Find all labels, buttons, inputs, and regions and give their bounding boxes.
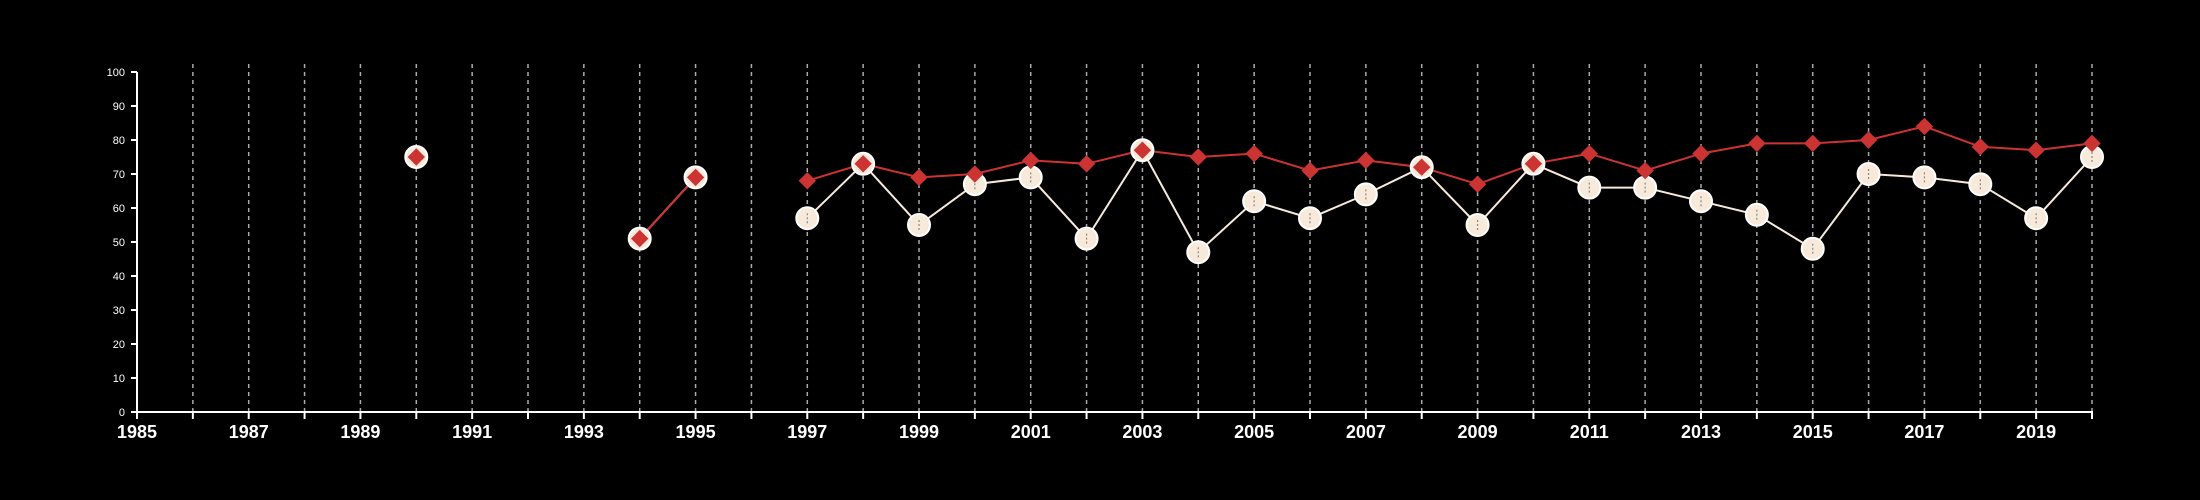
x-tick-label: 1985 bbox=[117, 422, 157, 442]
y-tick-label: 40 bbox=[113, 271, 125, 283]
x-tick-label: 2001 bbox=[1011, 422, 1051, 442]
x-tick-label: 1993 bbox=[564, 422, 604, 442]
y-tick-label: 0 bbox=[119, 407, 125, 419]
series-1-point-2001 bbox=[1022, 151, 1040, 170]
series-1-point-1994 bbox=[631, 229, 649, 248]
series-1-point-2012 bbox=[1636, 161, 1654, 180]
x-tick-label: 2003 bbox=[1122, 422, 1162, 442]
y-tick-label: 60 bbox=[113, 203, 125, 215]
series-1-point-1998 bbox=[854, 155, 872, 173]
series-layer bbox=[404, 117, 2104, 265]
series-1-point-2013 bbox=[1692, 144, 1710, 163]
series-1-point-2006 bbox=[1301, 161, 1319, 180]
series-1-point-1995 bbox=[686, 168, 705, 187]
x-tick-label: 2009 bbox=[1458, 422, 1498, 442]
series-1-point-2005 bbox=[1245, 144, 1263, 163]
x-tick-label: 1989 bbox=[340, 422, 380, 442]
series-1-point-2015 bbox=[1804, 134, 1822, 153]
y-tick-label: 30 bbox=[113, 305, 125, 317]
series-1-point-2004 bbox=[1189, 148, 1207, 166]
x-tick-label: 1997 bbox=[787, 422, 827, 442]
series-1-line bbox=[638, 176, 697, 240]
x-tick-label: 2011 bbox=[1570, 422, 1609, 442]
x-tick-label: 2019 bbox=[2016, 422, 2056, 442]
series-1-point-2002 bbox=[1077, 155, 1096, 173]
series-1-point-2019 bbox=[2027, 141, 2045, 159]
y-tick-label: 90 bbox=[113, 101, 125, 113]
y-tick-label: 100 bbox=[107, 67, 125, 79]
series-1-point-1997 bbox=[798, 172, 816, 190]
y-tick-label: 50 bbox=[113, 237, 125, 249]
series-1-point-2014 bbox=[1748, 134, 1766, 153]
series-1-point-1990 bbox=[407, 148, 425, 166]
x-tick-label: 1999 bbox=[899, 422, 939, 442]
x-tick-label: 1995 bbox=[676, 422, 716, 442]
x-tick-label: 1987 bbox=[229, 422, 269, 442]
series-1-point-2003 bbox=[1133, 141, 1152, 159]
x-tick-label: 2017 bbox=[1904, 422, 1944, 442]
series-1-point-2011 bbox=[1580, 144, 1598, 163]
y-tick-label: 10 bbox=[113, 373, 125, 385]
series-1-point-2017 bbox=[1915, 117, 1934, 136]
x-tick-label: 2013 bbox=[1681, 422, 1721, 442]
x-tick-label: 2007 bbox=[1346, 422, 1386, 442]
series-1-point-2016 bbox=[1859, 131, 1878, 149]
y-tick-label: 70 bbox=[113, 169, 125, 181]
x-tick-label: 1991 bbox=[452, 422, 492, 442]
series-1-point-2018 bbox=[1971, 138, 1989, 156]
series-1-point-2000 bbox=[966, 165, 984, 183]
x-tick-label: 2015 bbox=[1793, 422, 1833, 442]
series-1-point-2020 bbox=[2083, 134, 2101, 153]
y-tick-label: 80 bbox=[113, 135, 125, 147]
series-1-point-2007 bbox=[1357, 151, 1375, 170]
grid-layer bbox=[192, 64, 2093, 412]
x-tick-label: 2005 bbox=[1234, 422, 1274, 442]
series-1-line bbox=[806, 125, 2093, 186]
axis-layer: 0 10 20 30 40 50 60 70 80 90 100 1985 1987 1989 1991 19… bbox=[107, 67, 2093, 442]
y-tick-label: 20 bbox=[113, 339, 125, 351]
series-1-point-1999 bbox=[910, 168, 928, 187]
series-1-point-2008 bbox=[1413, 158, 1431, 176]
series-1-point-2010 bbox=[1524, 155, 1543, 173]
series-1-point-2009 bbox=[1468, 175, 1487, 193]
